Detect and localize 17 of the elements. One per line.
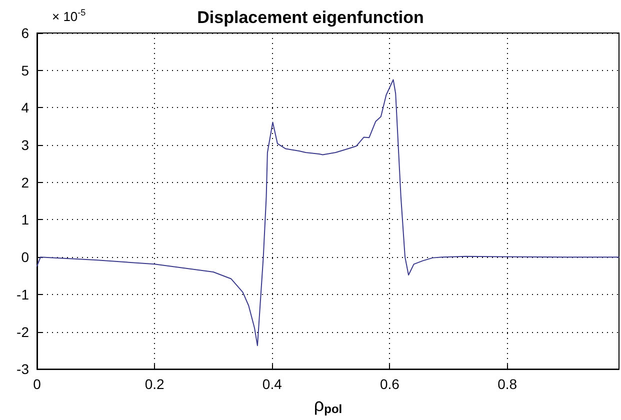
y-tick-label: 6 <box>21 25 30 41</box>
chart-title: Displacement eigenfunction <box>197 8 424 27</box>
y-tick-label: 2 <box>21 174 30 190</box>
y-tick-label: -1 <box>16 286 30 302</box>
line-series <box>36 79 620 346</box>
x-tick-label: 0.4 <box>262 376 282 392</box>
y-tick-label: 0 <box>21 249 30 266</box>
y-tick-label: 5 <box>21 62 30 78</box>
y-tick-label: 4 <box>21 100 30 116</box>
y-tick-label: 3 <box>21 137 30 154</box>
y-tick-label: -2 <box>16 324 30 340</box>
x-tick-label: 0.8 <box>498 376 518 392</box>
x-tick-label: 0.6 <box>380 376 400 392</box>
x-tick-label: 0.2 <box>144 376 165 392</box>
x-tick-label: 0 <box>33 376 42 392</box>
y-tick-label: 1 <box>21 212 30 228</box>
y-tick-label: -3 <box>16 361 30 378</box>
